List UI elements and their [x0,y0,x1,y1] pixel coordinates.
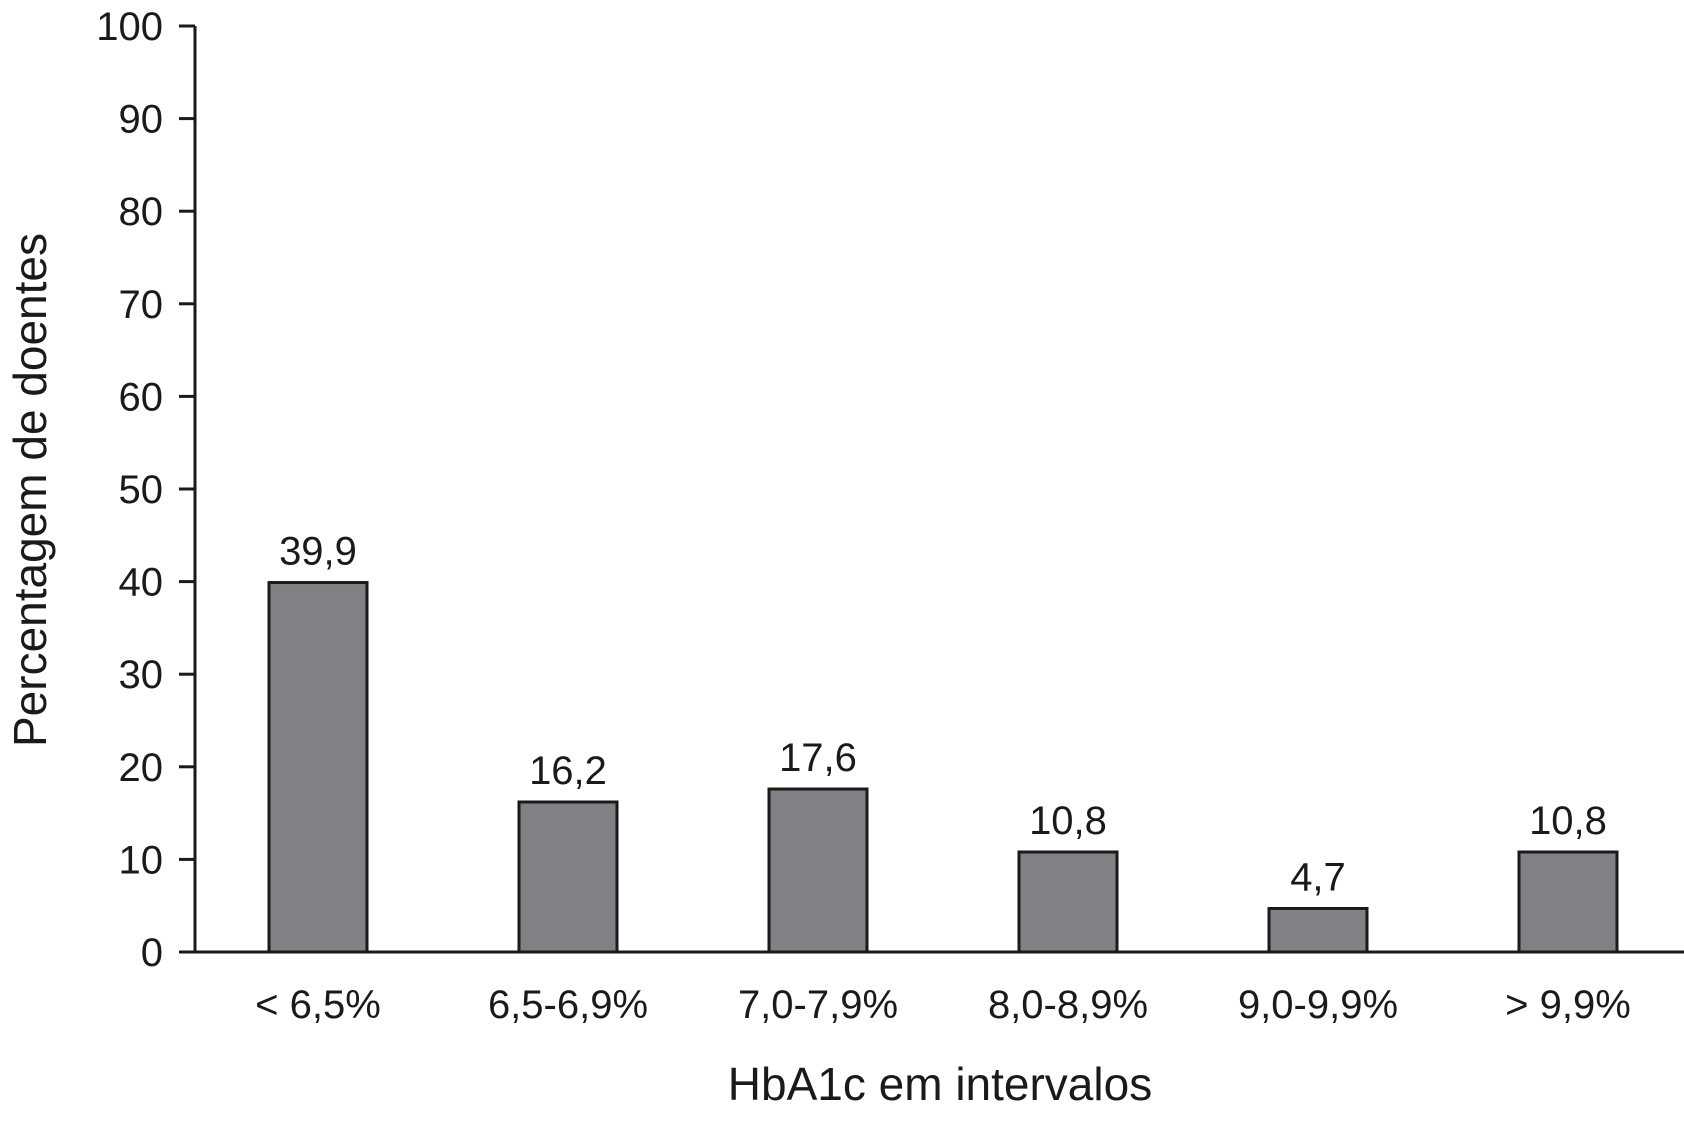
y-axis-ticks: 0 10 20 30 40 50 60 70 80 90 100 [96,5,195,975]
y-tick-label: 60 [119,375,164,419]
bar-value-label: 4,7 [1290,855,1346,899]
x-tick-label: < 6,5% [255,983,381,1027]
x-axis-tick-labels: < 6,5% 6,5-6,9% 7,0-7,9% 8,0-8,9% 9,0-9,9% > … [255,983,1631,1027]
y-tick-label: 90 [119,98,164,142]
x-tick-label: > 9,9% [1505,983,1631,1027]
bar [1267,906,1369,954]
y-tick-label: 50 [119,468,164,512]
bar [767,787,869,954]
bar-value-label: 10,8 [1029,799,1107,843]
bar [517,800,619,954]
y-tick-label: 100 [96,5,163,49]
x-tick-label: 8,0-8,9% [988,983,1148,1027]
bar-value-label: 10,8 [1529,799,1607,843]
x-tick-label: 7,0-7,9% [738,983,898,1027]
bar [1017,850,1119,954]
y-tick-label: 20 [119,746,164,790]
bar-value-label: 39,9 [279,530,357,574]
bar-value-labels: 39,9 16,2 17,6 10,8 4,7 10,8 [279,530,1607,900]
bar-value-label: 17,6 [779,736,857,780]
bars [267,581,1619,954]
y-tick-label: 40 [119,561,164,605]
y-tick-label: 10 [119,838,164,882]
bar [1517,850,1619,954]
y-axis-title: Percentagem de doentes [4,233,56,747]
x-tick-label: 6,5-6,9% [488,983,648,1027]
bar-value-label: 16,2 [529,749,607,793]
y-tick-label: 30 [119,653,164,697]
x-tick-label: 9,0-9,9% [1238,983,1398,1027]
x-axis-title: HbA1c em intervalos [728,1058,1152,1110]
y-tick-label: 70 [119,283,164,327]
y-tick-label: 0 [141,931,163,975]
bar [267,581,369,954]
y-tick-label: 80 [119,190,164,234]
